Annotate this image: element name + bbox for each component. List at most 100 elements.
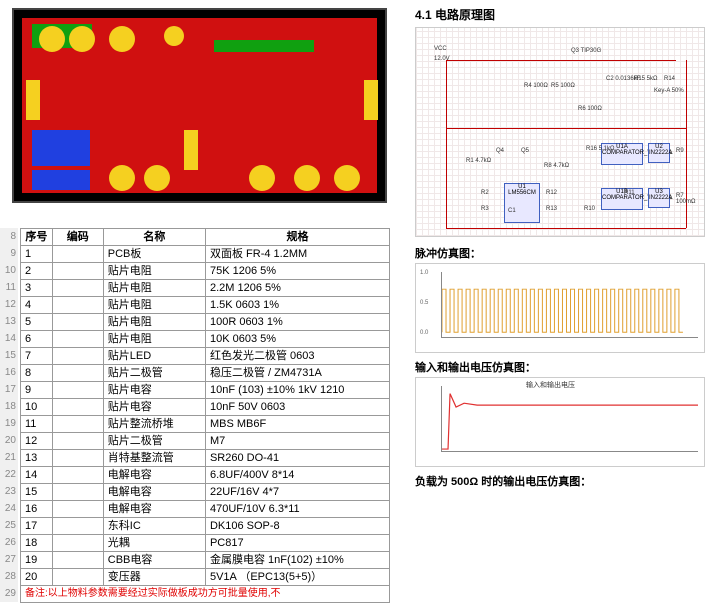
table-row: 1PCB板双面板 FR-4 1.2MM xyxy=(21,246,390,263)
circuit-schematic: VCC 12.0V Key-A 50% U1 LM556CMU1A COMPAR… xyxy=(415,27,705,237)
pulse-ytick: 1.0 xyxy=(420,270,428,276)
bom-cell-code xyxy=(52,297,103,314)
bom-cell-name: 贴片电容 xyxy=(103,382,205,399)
bom-cell-name: 电解电容 xyxy=(103,467,205,484)
bom-cell-idx: 6 xyxy=(21,331,53,348)
bom-cell-spec: 100R 0603 1% xyxy=(205,314,389,331)
pulse-ytick: 0.0 xyxy=(420,330,428,336)
io-sim-title: 输入和输出电压仿真图： xyxy=(415,359,715,375)
component-label: R5 100Ω xyxy=(551,83,575,89)
bom-cell-name: 贴片电阻 xyxy=(103,280,205,297)
bom-cell-code xyxy=(52,365,103,382)
bom-cell-name: 贴片电阻 xyxy=(103,331,205,348)
bom-cell-spec: 2.2M 1206 5% xyxy=(205,280,389,297)
bom-header-name: 名称 xyxy=(103,229,205,246)
bom-cell-code xyxy=(52,263,103,280)
wire xyxy=(446,60,676,61)
row-number: 26 xyxy=(0,534,18,551)
component-label: R6 100Ω xyxy=(578,106,602,112)
component-label: R14 xyxy=(664,76,675,82)
bom-cell-name: 贴片电阻 xyxy=(103,263,205,280)
bom-cell-code xyxy=(52,450,103,467)
bom-cell-spec: 稳压二极管 / ZM4731A xyxy=(205,365,389,382)
bom-header-idx: 序号 xyxy=(21,229,53,246)
bom-cell-name: 贴片电阻 xyxy=(103,297,205,314)
bom-cell-spec: 1.5K 0603 1% xyxy=(205,297,389,314)
table-row: 18光耦PC817 xyxy=(21,535,390,552)
component-label: R15 5kΩ xyxy=(634,76,658,82)
bom-cell-idx: 11 xyxy=(21,416,53,433)
bom-cell-name: 变压器 xyxy=(103,569,205,586)
bom-cell-idx: 4 xyxy=(21,297,53,314)
bom-cell-spec: PC817 xyxy=(205,535,389,552)
bom-cell-spec: 金属膜电容 1nF(102) ±10% xyxy=(205,552,389,569)
bom-note: 备注:以上物料参数需要经过实际做板成功方可批量使用,不 xyxy=(21,586,390,603)
bom-cell-spec: 红色发光二极管 0603 xyxy=(205,348,389,365)
row-number: 13 xyxy=(0,313,18,330)
chip: U3 IN2222A xyxy=(648,188,670,208)
bom-cell-name: 贴片整流桥堆 xyxy=(103,416,205,433)
bom-cell-name: PCB板 xyxy=(103,246,205,263)
bom-cell-idx: 2 xyxy=(21,263,53,280)
bom-cell-spec: 75K 1206 5% xyxy=(205,263,389,280)
bom-cell-code xyxy=(52,348,103,365)
table-row: 5贴片电阻100R 0603 1% xyxy=(21,314,390,331)
bom-cell-spec: 22UF/16V 4*7 xyxy=(205,484,389,501)
component-label: Q3 TIP30G xyxy=(571,48,601,54)
pcb-layout-image xyxy=(12,8,387,203)
vcc-label: VCC xyxy=(434,46,447,52)
vcc-value: 12.0V xyxy=(434,56,450,62)
component-label: R4 100Ω xyxy=(524,83,548,89)
bom-cell-idx: 12 xyxy=(21,433,53,450)
wire xyxy=(446,228,686,229)
bom-cell-name: 电解电容 xyxy=(103,484,205,501)
bom-cell-spec: DK106 SOP-8 xyxy=(205,518,389,535)
row-number: 15 xyxy=(0,347,18,364)
row-number: 17 xyxy=(0,381,18,398)
row-number: 28 xyxy=(0,568,18,585)
row-number: 27 xyxy=(0,551,18,568)
bom-cell-code xyxy=(52,433,103,450)
bom-cell-code xyxy=(52,552,103,569)
bom-cell-idx: 15 xyxy=(21,484,53,501)
bom-cell-name: 贴片LED xyxy=(103,348,205,365)
bom-cell-idx: 17 xyxy=(21,518,53,535)
table-row: 8贴片二极管稳压二极管 / ZM4731A xyxy=(21,365,390,382)
table-row: 15 电解电容22UF/16V 4*7 xyxy=(21,484,390,501)
table-row: 9贴片电容10nF (103) ±10% 1kV 1210 xyxy=(21,382,390,399)
bom-cell-name: 贴片二极管 xyxy=(103,433,205,450)
table-row: 6 贴片电阻10K 0603 5% xyxy=(21,331,390,348)
table-row: 2 贴片电阻75K 1206 5% xyxy=(21,263,390,280)
bom-cell-idx: 5 xyxy=(21,314,53,331)
bom-cell-spec: M7 xyxy=(205,433,389,450)
table-row: 4 贴片电阻1.5K 0603 1% xyxy=(21,297,390,314)
bom-cell-idx: 14 xyxy=(21,467,53,484)
table-row: 19CBB电容金属膜电容 1nF(102) ±10% xyxy=(21,552,390,569)
table-row: 12 贴片二极管M7 xyxy=(21,433,390,450)
bom-cell-name: 光耦 xyxy=(103,535,205,552)
table-row: 11 贴片整流桥堆MBS MB6F xyxy=(21,416,390,433)
table-row: 13肖特基整流管SR260 DO-41 xyxy=(21,450,390,467)
component-label: R7 100mΩ xyxy=(676,193,704,205)
row-number: 29 xyxy=(0,585,18,602)
bom-cell-spec: MBS MB6F xyxy=(205,416,389,433)
bom-cell-code xyxy=(52,518,103,535)
component-label: C1 xyxy=(508,208,516,214)
table-row: 10贴片电容10nF 50V 0603 xyxy=(21,399,390,416)
row-number: 25 xyxy=(0,517,18,534)
table-row: 7贴片LED红色发光二极管 0603 xyxy=(21,348,390,365)
component-label: R10 xyxy=(584,206,595,212)
row-number: 21 xyxy=(0,449,18,466)
component-label: R8 4.7kΩ xyxy=(544,163,569,169)
bom-cell-code xyxy=(52,314,103,331)
load-sim-title: 负载为 500Ω 时的输出电压仿真图： xyxy=(415,473,715,489)
pulse-ytick: 0.5 xyxy=(420,300,428,306)
bom-cell-code xyxy=(52,569,103,586)
component-label: R9 xyxy=(676,148,684,154)
key-label: Key-A 50% xyxy=(654,88,684,94)
bom-cell-code xyxy=(52,280,103,297)
bom-cell-spec: 6.8UF/400V 8*14 xyxy=(205,467,389,484)
bom-cell-spec: 5V1A （EPC13(5+5)） xyxy=(205,569,389,586)
bom-cell-spec: 10nF 50V 0603 xyxy=(205,399,389,416)
bom-cell-spec: 10K 0603 5% xyxy=(205,331,389,348)
